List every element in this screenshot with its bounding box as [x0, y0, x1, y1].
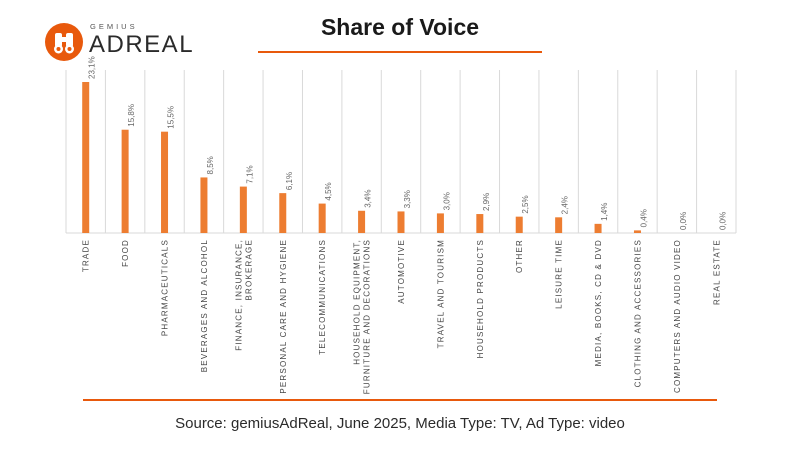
- bar: [121, 129, 129, 233]
- bar: [555, 217, 563, 233]
- data-label: 7,1%: [245, 165, 254, 183]
- category-label: LEISURE TIME: [555, 239, 564, 309]
- data-label: 1,4%: [600, 203, 609, 221]
- bar: [476, 214, 484, 233]
- data-label: 2,5%: [521, 195, 530, 213]
- binoculars-icon: [45, 23, 83, 61]
- bar: [239, 186, 247, 233]
- data-label: 4,5%: [324, 182, 333, 200]
- gemius-adreal-logo: GEMIUS ADREAL: [44, 20, 194, 64]
- data-label: 2,4%: [561, 196, 570, 214]
- data-label: 3,0%: [442, 192, 451, 210]
- category-label: FURNITURE AND DECORATIONS: [363, 239, 372, 394]
- category-label: PERSONAL CARE AND HYGIENE: [279, 239, 288, 394]
- data-label: 6,1%: [285, 172, 294, 190]
- bar: [515, 216, 523, 233]
- data-label: 15,5%: [167, 106, 176, 129]
- source-note: Source: gemiusAdReal, June 2025, Media T…: [175, 415, 625, 432]
- bar: [436, 213, 444, 233]
- logo-name: ADREAL: [89, 31, 195, 58]
- category-label: FINANCE, INSURANCE,: [234, 239, 243, 351]
- category-label: BEVERAGES AND ALCOHOL: [200, 239, 209, 372]
- title-underline: [258, 51, 542, 53]
- data-label: 23,1%: [88, 56, 97, 79]
- category-label: OTHER: [515, 239, 524, 273]
- category-label: BROKERAGE: [244, 239, 253, 300]
- category-label: HOUSEHOLD PRODUCTS: [476, 239, 485, 358]
- category-label: MEDIA, BOOKS, CD & DVD: [594, 239, 603, 366]
- category-label: TELECOMMUNICATIONS: [318, 239, 327, 355]
- bar: [82, 82, 90, 233]
- category-label: CLOTHING AND ACCESSORIES: [633, 239, 642, 387]
- data-label: 8,5%: [206, 156, 215, 174]
- data-label: 0,4%: [639, 209, 648, 227]
- category-label: TRAVEL AND TOURISM: [436, 239, 445, 348]
- bar: [318, 203, 326, 233]
- chart-title: Share of Voice: [320, 14, 480, 40]
- logo-subtitle: GEMIUS: [90, 22, 138, 31]
- bar: [279, 193, 287, 233]
- bar: [594, 223, 602, 233]
- bar: [397, 211, 405, 233]
- data-label: 15,8%: [127, 104, 136, 127]
- data-label: 0,0%: [679, 212, 688, 230]
- data-label: 0,0%: [718, 212, 727, 230]
- category-label: HOUSEHOLD EQUIPMENT,: [353, 239, 362, 365]
- category-label: AUTOMOTIVE: [397, 239, 406, 304]
- data-label: 3,4%: [364, 190, 373, 208]
- bar: [161, 131, 169, 233]
- category-label: PHARMACEUTICALS: [161, 239, 170, 336]
- category-label: REAL ESTATE: [712, 239, 721, 305]
- data-label: 2,9%: [482, 193, 491, 211]
- bottom-divider: [83, 399, 717, 401]
- category-label: FOOD: [121, 239, 130, 267]
- bar: [200, 177, 208, 233]
- bar: [358, 210, 366, 233]
- data-label: 3,3%: [403, 190, 412, 208]
- bar: [633, 230, 641, 233]
- category-label: COMPUTERS AND AUDIO VIDEO: [673, 239, 682, 393]
- category-label: TRADE: [82, 239, 91, 272]
